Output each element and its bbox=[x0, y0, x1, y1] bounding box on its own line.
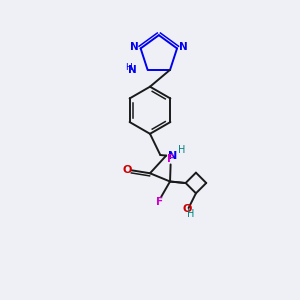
Text: N: N bbox=[168, 151, 177, 160]
Text: N: N bbox=[128, 65, 136, 75]
Text: H: H bbox=[178, 145, 185, 155]
Text: H: H bbox=[124, 63, 131, 72]
Text: N: N bbox=[130, 42, 139, 52]
Text: F: F bbox=[167, 154, 174, 164]
Text: N: N bbox=[179, 42, 188, 52]
Text: F: F bbox=[156, 197, 163, 207]
Text: O: O bbox=[122, 165, 131, 175]
Text: H: H bbox=[187, 209, 195, 220]
Text: O: O bbox=[182, 205, 192, 214]
